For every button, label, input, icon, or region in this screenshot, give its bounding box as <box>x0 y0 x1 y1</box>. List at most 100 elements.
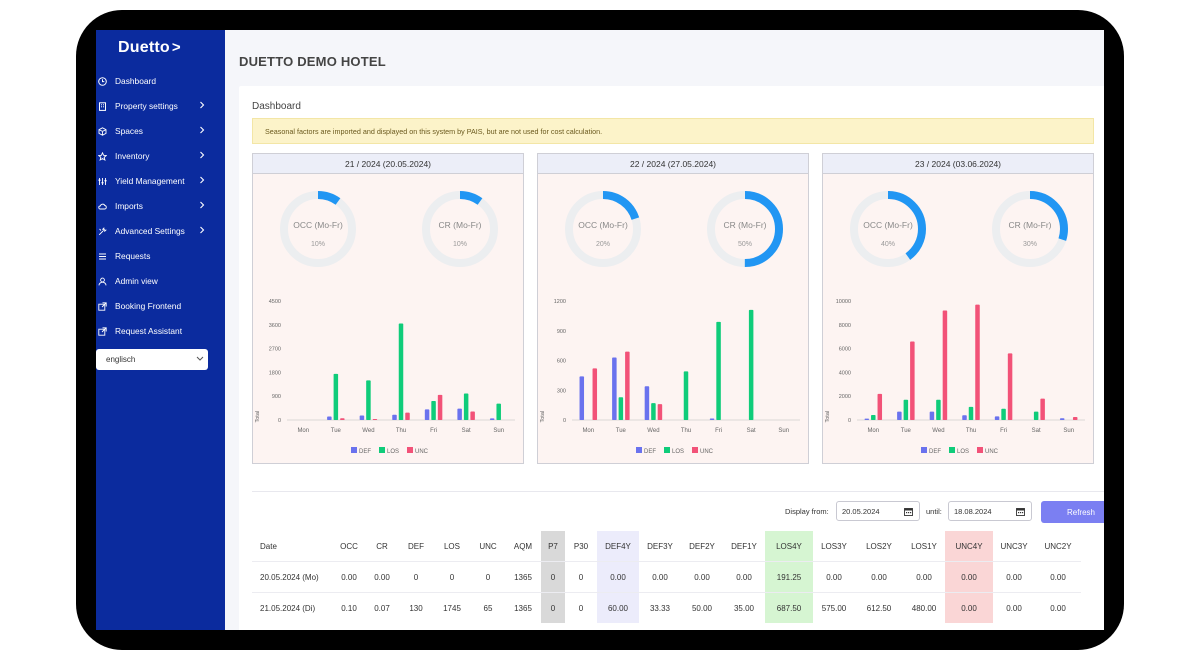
bar-def-tue[interactable] <box>327 416 332 420</box>
legend-swatch <box>407 447 413 453</box>
bar-def-wed[interactable] <box>644 386 650 420</box>
bar-def-tue[interactable] <box>612 357 617 420</box>
sidebar-item-requests[interactable]: Requests <box>96 245 225 267</box>
bar-unc-thu[interactable] <box>405 412 410 420</box>
bar-def-fri[interactable] <box>424 409 430 420</box>
sidebar-item-yield-management[interactable]: Yield Management <box>96 170 225 192</box>
sidebar-item-advanced-settings[interactable]: Advanced Settings <box>96 220 225 242</box>
column-header-los[interactable]: LOS <box>443 541 460 551</box>
column-header-unc2y[interactable]: UNC2Y <box>1044 541 1072 551</box>
column-header-unc[interactable]: UNC <box>479 541 497 551</box>
sidebar-item-request-assistant[interactable]: Request Assistant <box>96 320 225 342</box>
calendar-icon[interactable] <box>1016 507 1025 516</box>
column-header-p30[interactable]: P30 <box>573 541 589 551</box>
column-header-los2y[interactable]: LOS2Y <box>866 541 892 551</box>
column-header-unc3y[interactable]: UNC3Y <box>1000 541 1028 551</box>
sidebar-item-inventory[interactable]: Inventory <box>96 145 225 167</box>
column-header-los4y[interactable]: LOS4Y <box>765 531 813 562</box>
bar-los-fri[interactable] <box>1001 408 1006 420</box>
bar-def-sat[interactable] <box>457 408 462 420</box>
from-date-input[interactable]: 20.05.2024 <box>836 501 920 521</box>
table-row[interactable]: 20.05.2024 (Mo) 0.00 0.00 0 0 0 1365 0 0 0.00 0.00… <box>252 561 1081 593</box>
refresh-button[interactable]: Refresh <box>1041 501 1104 523</box>
sidebar-item-property-settings[interactable]: Property settings <box>96 95 225 117</box>
bar-los-sat[interactable] <box>748 309 754 420</box>
bar-los-sun[interactable] <box>496 403 501 420</box>
bar-los-tue[interactable] <box>903 399 909 420</box>
column-header-p7[interactable]: P7 <box>541 531 565 562</box>
bar-def-tue[interactable] <box>897 411 902 420</box>
bar-los-wed[interactable] <box>366 380 371 420</box>
bar-los-wed[interactable] <box>936 399 941 420</box>
sidebar: Duetto > Dashboard Property settings Spaces… <box>96 30 225 630</box>
legend-label[interactable]: UNC <box>415 449 429 455</box>
bar-def-sun[interactable] <box>489 418 495 420</box>
column-header-aqm[interactable]: AQM <box>513 541 533 551</box>
bar-def-fri[interactable] <box>994 416 1000 420</box>
star-icon <box>97 151 107 161</box>
bar-def-thu[interactable] <box>962 415 967 420</box>
bar-los-thu[interactable] <box>968 406 974 420</box>
bar-los-thu[interactable] <box>398 323 404 420</box>
table-row[interactable]: 21.05.2024 (Di) 0.10 0.07 130 1745 65 1365 0 0 60… <box>252 592 1081 623</box>
bar-unc-thu[interactable] <box>975 304 980 420</box>
legend-label[interactable]: UNC <box>700 449 714 455</box>
bar-unc-sun[interactable] <box>1072 417 1078 420</box>
bar-unc-fri[interactable] <box>1007 353 1013 420</box>
bar-unc-sat[interactable] <box>470 411 475 420</box>
legend-label[interactable]: UNC <box>985 449 999 455</box>
bar-unc-wed[interactable] <box>372 418 378 420</box>
sidebar-item-spaces[interactable]: Spaces <box>96 120 225 142</box>
column-header-occ[interactable]: OCC <box>340 541 358 551</box>
bar-los-fri[interactable] <box>716 321 721 420</box>
bar-unc-mon[interactable] <box>592 368 598 420</box>
duetto-logo[interactable]: Duetto > <box>118 39 181 56</box>
sidebar-item-dashboard[interactable]: Dashboard <box>96 70 225 92</box>
bar-los-sat[interactable] <box>463 393 469 420</box>
legend-label[interactable]: DEF <box>359 449 371 455</box>
bar-def-wed[interactable] <box>929 411 935 420</box>
bar-los-wed[interactable] <box>651 403 656 420</box>
sidebar-item-booking-frontend[interactable]: Booking Frontend <box>96 295 225 317</box>
legend-label[interactable]: DEF <box>644 449 656 455</box>
column-header-def4y[interactable]: DEF4Y <box>597 531 639 562</box>
legend-label[interactable]: LOS <box>387 449 399 455</box>
bar-def-mon[interactable] <box>864 418 870 420</box>
bar-def-sun[interactable] <box>1059 418 1065 420</box>
calendar-icon[interactable] <box>904 507 913 516</box>
language-select[interactable]: englisch <box>96 349 208 370</box>
bar-unc-fri[interactable] <box>437 394 443 420</box>
bar-los-mon[interactable] <box>871 415 876 420</box>
bar-los-fri[interactable] <box>431 400 436 420</box>
bar-unc-wed[interactable] <box>657 404 663 420</box>
bar-def-mon[interactable] <box>579 376 585 420</box>
bar-unc-tue[interactable] <box>625 351 630 420</box>
column-header-def2y[interactable]: DEF2Y <box>689 541 715 551</box>
bar-unc-sat[interactable] <box>1040 398 1045 420</box>
bar-def-fri[interactable] <box>709 418 715 420</box>
bar-los-thu[interactable] <box>683 371 689 420</box>
column-header-def[interactable]: DEF <box>408 541 424 551</box>
until-date-input[interactable]: 18.08.2024 <box>948 501 1032 521</box>
sidebar-item-admin-view[interactable]: Admin view <box>96 270 225 292</box>
column-header-def3y[interactable]: DEF3Y <box>647 541 673 551</box>
sidebar-item-imports[interactable]: Imports <box>96 195 225 217</box>
column-header-date[interactable]: Date <box>260 541 277 551</box>
bar-def-thu[interactable] <box>392 414 397 420</box>
column-header-unc4y[interactable]: UNC4Y <box>945 531 993 562</box>
legend-label[interactable]: LOS <box>672 449 684 455</box>
bar-los-sat[interactable] <box>1033 411 1039 420</box>
bar-unc-mon[interactable] <box>877 393 883 420</box>
bar-unc-tue[interactable] <box>340 418 345 420</box>
bar-los-tue[interactable] <box>618 397 624 420</box>
column-header-def1y[interactable]: DEF1Y <box>731 541 757 551</box>
bar-unc-wed[interactable] <box>942 310 948 420</box>
column-header-los1y[interactable]: LOS1Y <box>911 541 937 551</box>
bar-los-tue[interactable] <box>333 373 339 420</box>
column-header-los3y[interactable]: LOS3Y <box>821 541 847 551</box>
bar-unc-tue[interactable] <box>910 341 915 420</box>
legend-label[interactable]: DEF <box>929 449 941 455</box>
bar-def-wed[interactable] <box>359 415 365 420</box>
column-header-cr[interactable]: CR <box>376 541 388 551</box>
legend-label[interactable]: LOS <box>957 449 969 455</box>
